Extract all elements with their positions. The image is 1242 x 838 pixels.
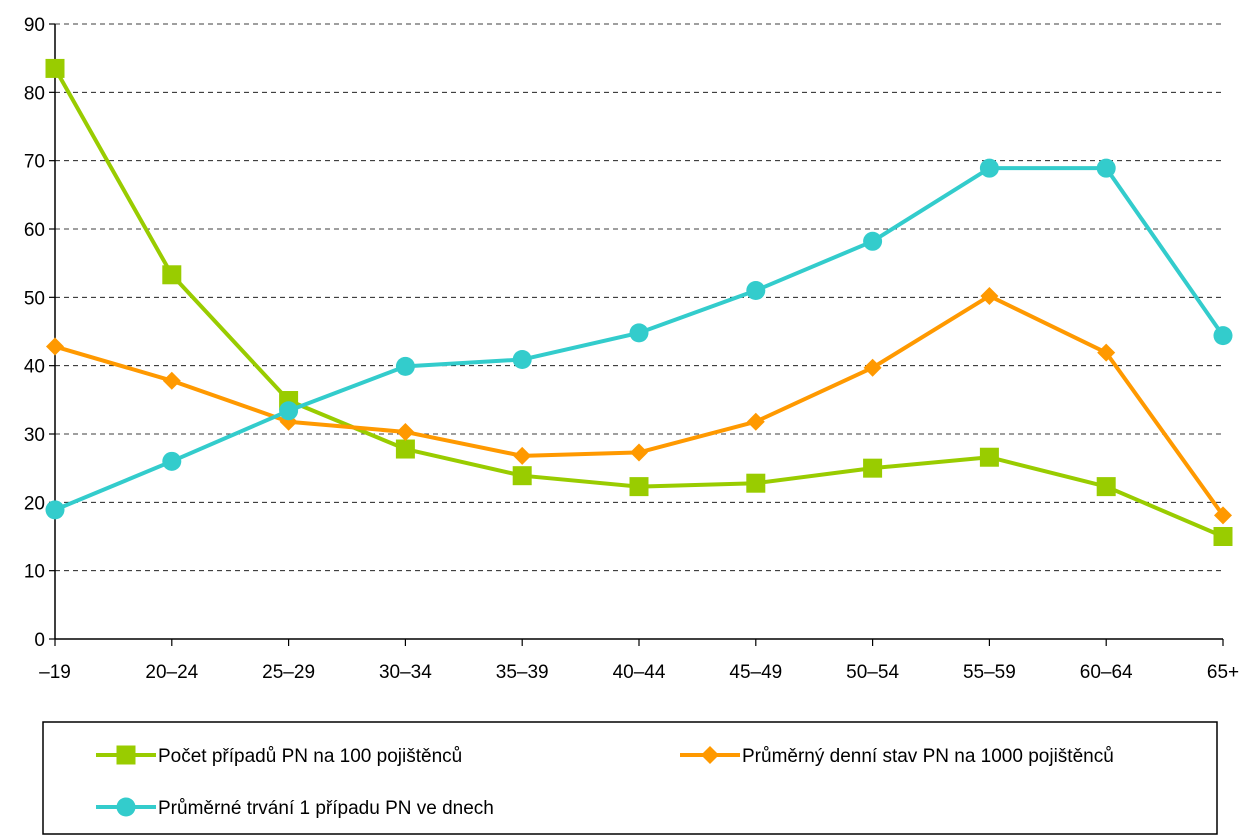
data-point bbox=[630, 443, 648, 462]
data-point bbox=[395, 356, 415, 376]
x-tick-label: 20–24 bbox=[145, 662, 198, 683]
data-point bbox=[863, 231, 883, 251]
series-3 bbox=[45, 158, 1233, 520]
grid bbox=[55, 23, 1223, 572]
legend-label: Průměrné trvání 1 případu PN ve dnech bbox=[158, 798, 494, 819]
data-point bbox=[979, 447, 999, 467]
legend: Počet případů PN na 100 pojištěnců Průměr… bbox=[42, 721, 1218, 835]
axes: 0 10 20 30 40 50 60 70 80 90 –19 20–24 25–29 30–34 35–… bbox=[24, 15, 1239, 683]
data-point bbox=[46, 337, 64, 356]
data-point bbox=[396, 422, 415, 441]
data-point bbox=[1096, 158, 1116, 178]
data-point bbox=[746, 281, 766, 300]
x-tick-label: 65+ bbox=[1207, 662, 1239, 683]
y-tick-label: 70 bbox=[24, 152, 45, 173]
data-point bbox=[1214, 506, 1232, 525]
data-point bbox=[1097, 343, 1116, 362]
series-1 bbox=[45, 58, 1233, 546]
y-tick-label: 40 bbox=[24, 357, 45, 378]
data-point bbox=[395, 439, 415, 459]
y-tick-label: 60 bbox=[24, 220, 45, 241]
series-line bbox=[53, 67, 1224, 539]
data-point bbox=[512, 350, 532, 370]
legend-label: Průměrný denní stav PN na 1000 pojištěnc… bbox=[742, 746, 1114, 767]
legend-marker bbox=[116, 797, 136, 817]
x-tick-label: 35–39 bbox=[496, 662, 549, 683]
series-2 bbox=[46, 286, 1232, 525]
y-tick-label: 10 bbox=[24, 562, 45, 583]
data-point bbox=[746, 473, 766, 493]
data-point bbox=[746, 412, 765, 431]
data-point bbox=[1096, 477, 1116, 497]
y-tick-label: 20 bbox=[24, 493, 45, 514]
y-tick-label: 0 bbox=[34, 630, 45, 651]
legend-item-3: Průměrné trvání 1 případu PN ve dnech bbox=[96, 797, 494, 819]
x-tick-label: 50–54 bbox=[846, 662, 899, 683]
x-tick-label: 45–49 bbox=[729, 662, 782, 683]
data-point bbox=[1213, 326, 1233, 346]
y-tick-label: 90 bbox=[24, 15, 45, 36]
y-tick-label: 30 bbox=[24, 425, 45, 446]
data-point bbox=[863, 358, 882, 377]
legend-label: Počet případů PN na 100 pojištěnců bbox=[158, 746, 462, 767]
legend-marker bbox=[701, 746, 719, 764]
x-tick-label: 60–64 bbox=[1080, 662, 1133, 683]
x-tick-label: 30–34 bbox=[379, 662, 432, 683]
data-point bbox=[513, 446, 532, 465]
x-tick-label: 40–44 bbox=[613, 662, 666, 683]
y-tick-label: 50 bbox=[24, 288, 45, 309]
data-point bbox=[162, 371, 181, 390]
legend-marker bbox=[116, 745, 136, 765]
legend-item-1: Počet případů PN na 100 pojištěnců bbox=[96, 745, 462, 767]
y-tick-label: 80 bbox=[24, 83, 45, 104]
data-point bbox=[863, 458, 883, 478]
data-point bbox=[45, 58, 65, 78]
data-point bbox=[629, 323, 649, 343]
data-point bbox=[629, 477, 649, 497]
x-tick-label: 55–59 bbox=[963, 662, 1016, 683]
data-point bbox=[512, 466, 532, 486]
data-point bbox=[45, 500, 65, 520]
data-point bbox=[980, 286, 999, 305]
legend-item-2: Průměrný denní stav PN na 1000 pojištěnc… bbox=[680, 746, 1114, 767]
legend-box bbox=[42, 721, 1218, 835]
data-point bbox=[979, 158, 999, 178]
data-point bbox=[162, 265, 182, 285]
x-tick-label: –19 bbox=[39, 662, 71, 683]
data-point bbox=[1213, 527, 1233, 546]
series bbox=[45, 58, 1233, 546]
data-point bbox=[162, 451, 182, 471]
data-point bbox=[279, 401, 299, 421]
x-tick-label: 25–29 bbox=[262, 662, 315, 683]
